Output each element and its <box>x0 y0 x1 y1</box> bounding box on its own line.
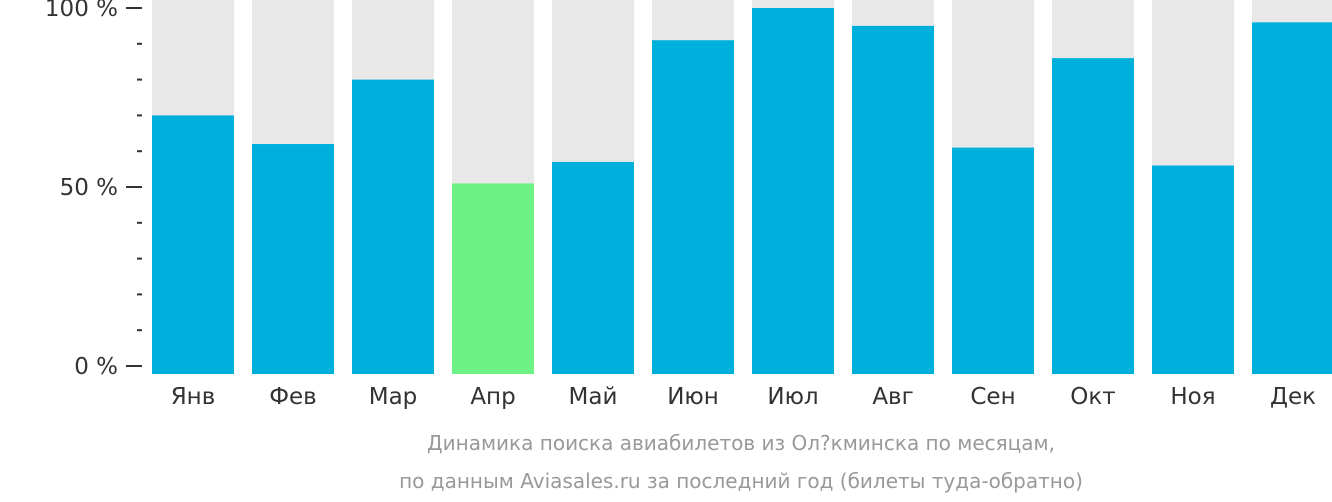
y-tick-label: 100 % <box>45 0 118 22</box>
x-tick-label: Янв <box>171 384 216 410</box>
x-tick-label: Дек <box>1270 384 1316 410</box>
x-tick-label: Июл <box>767 384 818 410</box>
bar <box>1152 165 1234 374</box>
bar <box>1252 22 1332 374</box>
bar <box>752 8 834 374</box>
x-tick-label: Май <box>569 384 618 410</box>
x-tick-label: Мар <box>369 384 418 410</box>
bar <box>552 161 634 374</box>
bar <box>352 79 434 374</box>
x-tick-label: Окт <box>1070 384 1115 410</box>
x-axis: Янв Фев Мар Апр Май Июн Июл Авг Сен Окт Ноя Дек <box>171 384 1316 410</box>
bar <box>652 40 734 374</box>
x-tick-label: Июн <box>667 384 719 410</box>
chart-caption-line-1: Динамика поиска авиабилетов из Ол?кминск… <box>427 431 1055 455</box>
bar <box>252 144 334 374</box>
y-tick-label: 0 % <box>74 354 118 380</box>
y-tick-label: 50 % <box>60 175 118 201</box>
bar <box>952 147 1034 374</box>
bar <box>1052 58 1134 375</box>
x-tick-label: Фев <box>269 384 317 410</box>
x-tick-label: Авг <box>872 384 913 410</box>
bars <box>152 0 1332 375</box>
bar <box>152 115 234 375</box>
bar <box>852 25 934 375</box>
x-tick-label: Ноя <box>1170 384 1215 410</box>
chart-caption-line-2: по данным Aviasales.ru за последний год … <box>399 469 1083 493</box>
x-tick-label: Апр <box>470 384 515 410</box>
x-tick-label: Сен <box>970 384 1015 410</box>
bar <box>452 183 534 374</box>
y-axis: 0 % 50 % 100 % <box>45 0 142 380</box>
